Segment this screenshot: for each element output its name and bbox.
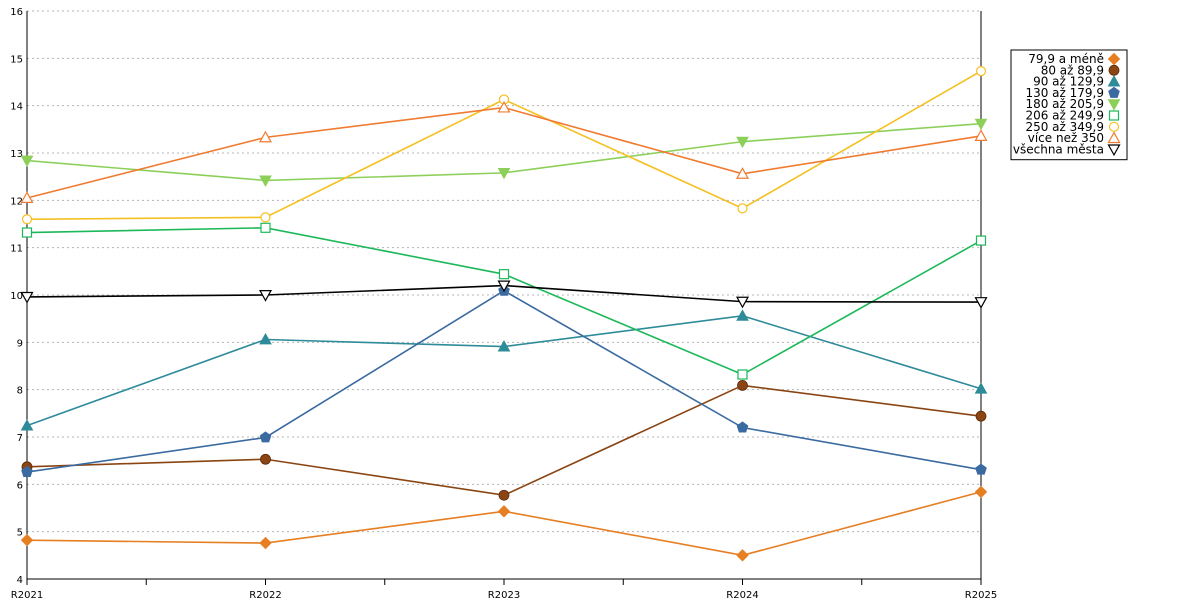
legend-marker	[1107, 99, 1121, 111]
series-8	[20, 280, 988, 309]
legend-marker	[1108, 110, 1120, 121]
data-point	[736, 421, 749, 433]
y-tick-label: 13	[10, 149, 23, 160]
legend-label: 80 až 89,9	[1041, 63, 1104, 77]
data-point	[21, 465, 33, 477]
data-point	[260, 212, 271, 223]
data-point	[975, 463, 987, 475]
data-point	[974, 382, 988, 394]
data-point	[259, 431, 272, 443]
series-line	[26, 289, 982, 473]
x-tick-label: R2025	[965, 590, 997, 600]
series-line	[26, 384, 982, 497]
data-point	[20, 533, 34, 547]
data-point	[258, 130, 273, 143]
data-point	[20, 155, 34, 168]
legend-label: 250 až 349,9	[1025, 120, 1104, 134]
data-point	[259, 536, 272, 550]
data-point	[737, 380, 748, 391]
series-line	[26, 315, 982, 427]
data-point	[20, 291, 34, 304]
series-5	[21, 222, 987, 380]
data-point	[737, 369, 748, 380]
series-line	[26, 491, 982, 557]
y-tick-label: 15	[10, 54, 23, 65]
data-point	[259, 175, 272, 187]
y-tick-label: 9	[17, 338, 23, 349]
legend-marker	[1108, 86, 1120, 98]
axes: 4 5 6 7 8 9 10 11 12 13 14 15 16 R2021 R2022 R2023 R2024…	[10, 7, 997, 600]
legend-label: 180 až 205,9	[1025, 97, 1104, 111]
data-point	[497, 340, 511, 352]
y-tick-label: 16	[10, 7, 23, 18]
legend-label: více než 350	[1028, 131, 1104, 145]
data-point	[736, 309, 749, 321]
data-point	[736, 549, 749, 562]
y-tick-label: 10	[10, 291, 23, 302]
series-group	[20, 66, 988, 562]
data-point	[260, 453, 271, 465]
x-tick-label: R2024	[726, 590, 758, 600]
data-point	[497, 505, 511, 518]
series-4	[20, 118, 988, 187]
data-point	[974, 485, 988, 499]
series-6	[21, 66, 987, 225]
data-point	[974, 129, 988, 141]
legend-label: všechna města	[1013, 142, 1104, 156]
legend-label: 79,9 a méně	[1028, 52, 1104, 66]
data-point	[735, 167, 750, 179]
legend-label: 90 až 129,9	[1033, 75, 1104, 89]
data-point	[20, 419, 34, 431]
series-line	[26, 70, 982, 221]
legend-label: 130 až 179,9	[1025, 86, 1104, 100]
data-point	[974, 297, 988, 309]
x-tick-label: R2021	[11, 590, 43, 600]
series-1	[21, 380, 987, 501]
data-point	[260, 222, 271, 233]
data-point	[975, 410, 987, 422]
y-tick-label: 12	[10, 196, 23, 207]
data-point	[975, 235, 987, 246]
y-tick-label: 6	[17, 480, 23, 491]
legend-marker	[1107, 75, 1121, 87]
legend-marker	[1107, 131, 1121, 144]
legend-marker	[1108, 121, 1120, 132]
data-point	[736, 136, 749, 149]
legend-marker	[1107, 52, 1121, 66]
data-point	[975, 66, 987, 77]
y-tick-label: 14	[10, 102, 23, 113]
series-0	[20, 485, 988, 562]
y-tick-label: 8	[17, 386, 23, 397]
y-tick-label: 5	[17, 528, 23, 539]
data-point	[21, 227, 33, 238]
data-point	[735, 296, 750, 309]
data-point	[497, 167, 511, 180]
legend-marker	[1108, 64, 1120, 76]
data-point	[20, 191, 34, 203]
y-tick-label: 7	[17, 433, 23, 444]
x-tick-label: R2023	[488, 590, 520, 600]
data-point	[498, 269, 510, 280]
data-point	[21, 214, 33, 225]
x-tick-label: R2022	[249, 590, 281, 600]
series-3	[21, 284, 987, 477]
data-point	[974, 118, 988, 131]
grid-lines	[27, 10, 981, 533]
series-2	[20, 309, 988, 431]
data-point	[737, 203, 748, 214]
legend-marker	[1107, 144, 1121, 157]
legend-label: 206 až 249,9	[1025, 109, 1104, 123]
data-point	[498, 489, 510, 501]
legend-box	[1010, 49, 1128, 161]
series-7	[20, 100, 988, 203]
data-point	[497, 280, 511, 293]
data-point	[497, 100, 511, 113]
y-tick-label: 4	[17, 575, 23, 586]
data-point	[258, 290, 273, 302]
data-point	[259, 332, 272, 345]
y-tick-label: 11	[10, 244, 23, 255]
